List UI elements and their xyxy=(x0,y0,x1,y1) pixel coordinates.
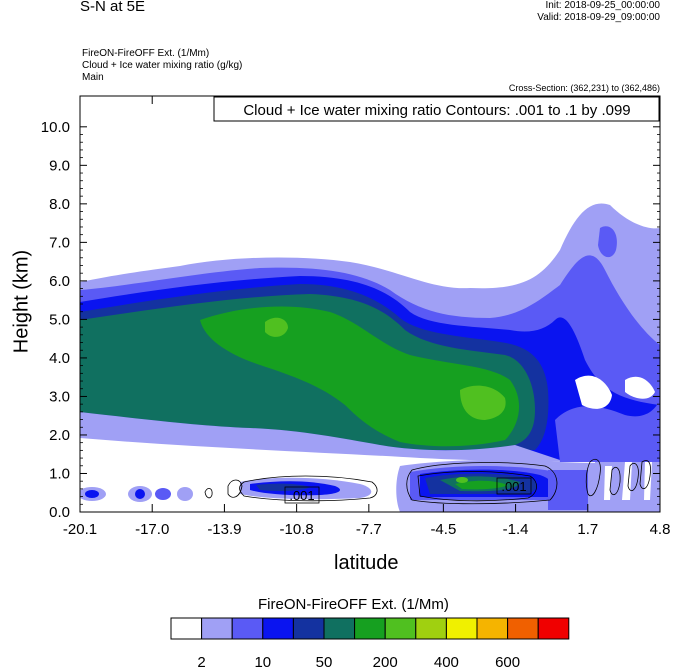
y-tick-label: 5.0 xyxy=(49,311,70,328)
y-tick-label: 8.0 xyxy=(49,196,70,213)
x-tick-label: -4.5 xyxy=(430,521,456,538)
colorbar-swatch xyxy=(354,617,386,640)
contour-info-text: Cloud + Ice water mixing ratio Contours:… xyxy=(243,102,630,119)
colorbar-swatch xyxy=(445,617,478,640)
x-tick-label: -10.8 xyxy=(280,521,314,538)
init-time: Init: 2018-09-25_00:00:00 xyxy=(545,0,660,11)
colorbar-swatch xyxy=(323,617,356,640)
colorbar-swatch xyxy=(384,617,417,640)
field-line-1: FireON-FireOFF Ext. (1/Mm) xyxy=(82,48,210,59)
shaded-field xyxy=(80,203,660,512)
time-info: Init: 2018-09-25_00:00:00 Valid: 2018-09… xyxy=(537,0,660,24)
x-tick-label: -7.7 xyxy=(356,521,382,538)
colorbar-swatch xyxy=(201,617,233,640)
field-info: FireON-FireOFF Ext. (1/Mm) Cloud + Ice w… xyxy=(82,48,242,84)
x-tick-label: -1.4 xyxy=(503,521,529,538)
x-axis: -20.1 -17.0 -13.9 -10.8 -7.7 -4.5 -1.4 1.7 4.8 xyxy=(63,96,671,538)
contour-label-box xyxy=(284,486,320,504)
colorbar-swatch xyxy=(262,617,294,640)
y-tick-label: 10.0 xyxy=(41,119,70,136)
contour-label: .001 xyxy=(501,479,526,494)
colorbar-title: FireON-FireOFF Ext. (1/Mm) xyxy=(258,596,449,613)
y-tick-label: 6.0 xyxy=(49,273,70,290)
colorbar-tick-label: 50 xyxy=(316,654,333,668)
colorbar-tick-label: 400 xyxy=(434,654,459,668)
field-line-3: Main xyxy=(82,72,104,83)
colorbar-tick-label: 2 xyxy=(197,654,205,668)
colorbar-swatch xyxy=(415,617,447,640)
colorbar-tick-label: 10 xyxy=(254,654,271,668)
colorbar-tick-label: 200 xyxy=(373,654,398,668)
contour-label: .001 xyxy=(289,488,314,503)
y-tick-label: 2.0 xyxy=(49,427,70,444)
x-axis-label: latitude xyxy=(334,552,399,574)
colorbar-swatch xyxy=(476,617,509,640)
y-axis-label: Height (km) xyxy=(10,249,33,354)
x-tick-label: -17.0 xyxy=(135,521,169,538)
y-tick-label: 0.0 xyxy=(49,504,70,521)
contour-label-box xyxy=(496,477,532,495)
x-tick-label: 1.7 xyxy=(577,521,598,538)
colorbar-tick-label: 600 xyxy=(495,654,520,668)
y-tick-label: 4.0 xyxy=(49,350,70,367)
x-tick-label: 4.8 xyxy=(650,521,671,538)
colorbar-swatch xyxy=(231,617,264,640)
plot-title: S-N at 5E xyxy=(80,0,146,15)
cross-section-label: Cross-Section: (362,231) to (362,486) xyxy=(508,83,660,93)
y-tick-label: 7.0 xyxy=(49,234,70,251)
contour-info-box xyxy=(213,96,660,122)
field-line-2: Cloud + Ice water mixing ratio (g/kg) xyxy=(82,60,243,71)
colorbar-swatch xyxy=(170,617,203,640)
x-tick-label: -13.9 xyxy=(207,521,241,538)
y-tick-label: 1.0 xyxy=(49,465,70,482)
contour-labels: .001 .001 xyxy=(284,477,532,504)
colorbar-swatch xyxy=(537,617,570,640)
colorbar: 2 10 50 200 400 600 xyxy=(170,617,570,668)
colorbar-swatch xyxy=(292,617,325,640)
y-tick-label: 9.0 xyxy=(49,157,70,174)
x-tick-label: -20.1 xyxy=(63,521,97,538)
colorbar-swatch xyxy=(507,617,539,640)
valid-time: Valid: 2018-09-29_09:00:00 xyxy=(537,12,660,23)
y-axis: 0.0 1.0 2.0 3.0 4.0 5.0 6.0 7.0 8.0 9.0 10.0 xyxy=(41,119,660,521)
y-tick-label: 3.0 xyxy=(49,388,70,405)
